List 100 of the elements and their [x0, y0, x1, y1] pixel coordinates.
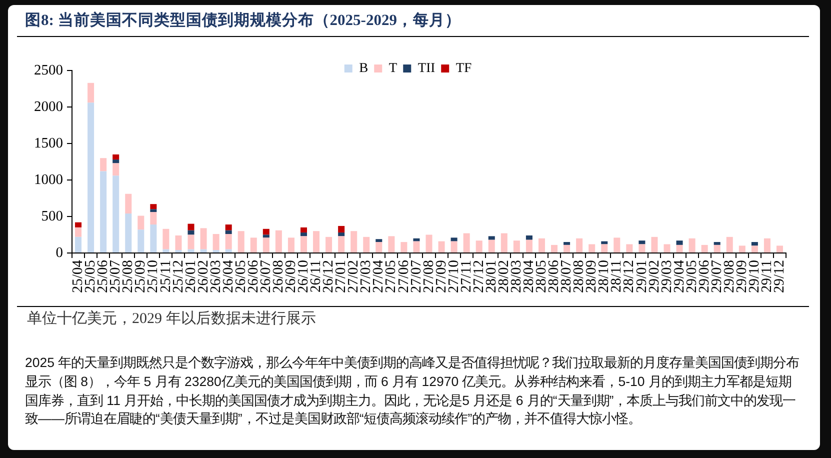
bar — [125, 194, 132, 214]
bar — [588, 244, 596, 252]
bar — [188, 230, 194, 235]
bar — [200, 249, 207, 252]
text: 单位十亿美元，2029 年以后数据未进行展示 — [27, 309, 316, 328]
bar — [413, 238, 420, 242]
y-tick-label: 2500 — [34, 62, 63, 78]
y-tick-label: 1500 — [34, 135, 63, 152]
bar — [688, 238, 696, 252]
y-tick-label: 500 — [41, 208, 63, 224]
bar — [225, 234, 232, 250]
bar — [676, 240, 683, 245]
bar — [463, 233, 470, 252]
y-tick-label: 2000 — [34, 98, 63, 115]
bar — [601, 244, 608, 252]
bar — [664, 244, 670, 252]
bar — [513, 240, 520, 252]
bar — [150, 204, 157, 210]
bar — [88, 102, 94, 252]
bar — [564, 244, 570, 252]
bar — [250, 238, 257, 252]
bar — [488, 236, 495, 240]
bar — [776, 246, 783, 252]
bar — [488, 240, 495, 252]
bar — [262, 234, 270, 238]
bar — [376, 242, 382, 252]
bar — [288, 238, 294, 252]
bar — [225, 224, 232, 230]
bar — [262, 228, 270, 235]
bar — [714, 242, 720, 245]
legend-label: T — [388, 60, 398, 76]
bar — [676, 244, 683, 252]
bar — [225, 230, 232, 234]
bar — [638, 240, 646, 244]
bar — [75, 222, 82, 228]
bar — [500, 233, 508, 252]
bar — [564, 242, 570, 245]
bar — [188, 234, 194, 250]
bar — [363, 236, 370, 252]
bar — [376, 239, 382, 242]
bar — [200, 228, 207, 250]
bar — [112, 154, 120, 160]
bar — [626, 244, 633, 252]
bar — [450, 241, 458, 252]
bar — [100, 171, 107, 252]
bar — [212, 234, 220, 250]
bar — [526, 235, 532, 240]
bar — [614, 238, 620, 252]
bar — [300, 227, 307, 233]
bar — [138, 216, 144, 230]
bar — [751, 242, 758, 246]
bar — [300, 232, 307, 236]
bar — [313, 231, 320, 252]
legend-label: B — [359, 60, 368, 76]
bar — [162, 249, 170, 252]
bar — [338, 232, 345, 236]
bar — [150, 212, 157, 225]
bar — [538, 238, 545, 252]
bar — [326, 236, 332, 252]
bar — [426, 234, 432, 252]
y-tick-label: 1000 — [34, 172, 63, 188]
bar — [262, 238, 270, 252]
bar — [88, 82, 94, 103]
bar — [476, 240, 482, 252]
bar — [751, 246, 758, 252]
bar — [388, 236, 395, 252]
bar — [225, 249, 232, 252]
bar — [738, 246, 746, 252]
bar — [150, 224, 157, 252]
bar — [726, 236, 733, 252]
bar — [100, 158, 107, 172]
bar — [188, 224, 194, 230]
bar — [526, 240, 532, 252]
bar — [112, 163, 120, 176]
legend-label: TII — [418, 60, 436, 76]
bar — [125, 214, 132, 252]
bar — [438, 241, 445, 252]
bar — [150, 209, 157, 212]
bar — [400, 242, 408, 252]
bar — [275, 230, 282, 252]
bar — [551, 244, 558, 252]
bar — [338, 236, 345, 252]
bar — [350, 231, 358, 252]
bar — [162, 228, 170, 250]
bar — [75, 227, 82, 237]
bar — [75, 236, 82, 252]
text: 2025 年的天量到期既然只是个数字游戏，那么今年年中美债到期的高峰又是否值得担忧呢？我们拉取最新的月度存量美国国债到期分布显示（图 8），今年 5 月有 23280亿美元的美国国债到期，而 6 月有 12970 亿美元。从券种结构来看，5-10 月的到期主力军都是短期国库券，直到 11 月开始，中长期的美国国债才成为到期主力。因此，无论是5 月还是 6 月的“天量到期”，本质上与我们前文中的发现一致——所谓迫在眉睫的“美债天量到期”，不过是美国财政部“短债高频滚动续作”的产物，并不值得大惊小怪。 — [25, 354, 800, 428]
bar — [638, 244, 646, 252]
bar — [701, 244, 708, 252]
bar — [188, 249, 194, 252]
bar — [764, 238, 770, 252]
bar — [238, 231, 244, 252]
bar — [450, 238, 458, 242]
bar — [138, 230, 144, 252]
chart-title: 图8: 当前美国不同类型国债到期规模分布（2025-2029，每月） — [25, 10, 461, 31]
bar — [175, 235, 182, 250]
bar — [112, 176, 120, 252]
bar — [112, 160, 120, 164]
bar — [651, 236, 658, 252]
legend-label: TF — [456, 60, 472, 76]
